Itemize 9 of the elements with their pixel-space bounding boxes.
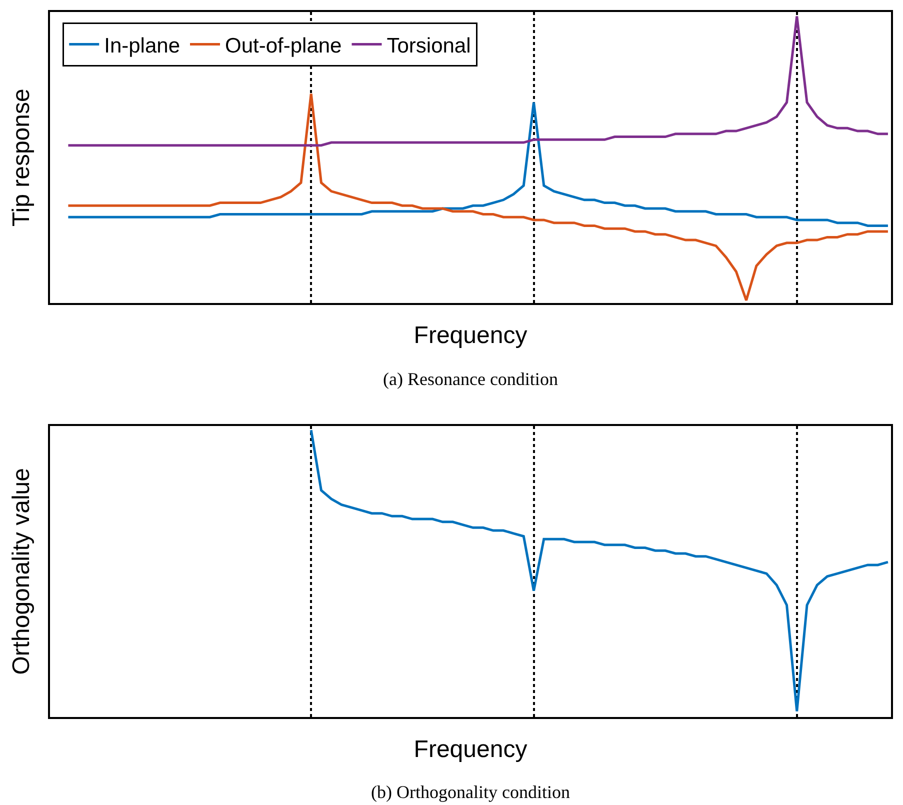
y-axis-title: Tip response [8, 88, 35, 227]
x-axis-title: Frequency [414, 736, 528, 763]
legend-label: Torsional [386, 34, 471, 58]
y-axis-title: Orthogonality value [8, 468, 35, 675]
x-axis-title: Frequency [414, 322, 528, 350]
text: (b) Orthogonality condition [371, 782, 570, 802]
text: (a) Resonance condition [383, 369, 558, 389]
legend-label: Out-of-plane [225, 34, 342, 58]
legend-label: In-plane [104, 34, 180, 58]
